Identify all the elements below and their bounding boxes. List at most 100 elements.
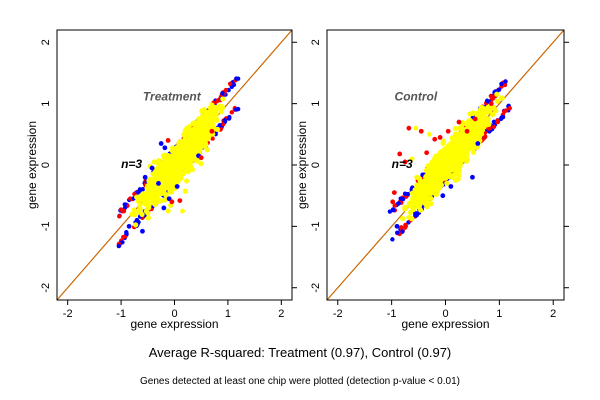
edge-point: [503, 79, 508, 84]
y-tick-label: -1: [40, 221, 52, 231]
scatter-panel-1: -2 -1 0 1 2 -2 -1 0 1 2 gene expression gene expres…: [25, 29, 297, 331]
cloud-point: [444, 180, 450, 186]
cloud-point: [163, 184, 169, 190]
cloud-point: [161, 154, 168, 161]
cloud-point: [481, 119, 487, 126]
cloud-point: [149, 188, 155, 194]
cloud-point: [463, 158, 470, 164]
outlier-point: [432, 136, 438, 142]
cloud-point: [441, 170, 447, 177]
cloud-point: [409, 216, 415, 222]
sample-size-label: n=3: [392, 157, 413, 171]
outlier-point: [413, 125, 419, 131]
cloud-point: [198, 161, 204, 167]
cloud-point: [145, 215, 151, 221]
edge-point: [235, 106, 241, 112]
cloud-point: [156, 189, 162, 195]
scatter-panel-2: -2 -1 0 1 2 -2 -1 0 1 2 gene expression gene expres…: [295, 29, 569, 331]
cloud-point: [146, 178, 152, 184]
edge-point: [217, 123, 222, 128]
cloud-point: [461, 151, 467, 157]
cloud-point: [142, 196, 148, 202]
cloud-point: [137, 206, 143, 213]
cloud-point: [407, 209, 414, 216]
outlier-point: [440, 141, 446, 146]
cloud-point: [212, 104, 218, 110]
cloud-point: [168, 183, 174, 190]
edge-point: [400, 229, 405, 234]
cloud-point: [413, 192, 419, 198]
outlier-point: [445, 128, 451, 134]
cloud-point: [422, 192, 428, 198]
edge-point: [135, 190, 140, 195]
edge-point: [486, 126, 491, 131]
cloud-point: [452, 125, 458, 132]
cloud-point: [437, 180, 443, 186]
outlier-point: [406, 125, 412, 131]
cloud-point: [471, 133, 477, 139]
cloud-point: [417, 177, 423, 183]
outlier-point: [142, 174, 148, 180]
cloud-point: [146, 203, 152, 209]
cloud-point: [165, 159, 171, 165]
edge-point: [387, 209, 393, 214]
cloud-point: [453, 137, 460, 144]
edge-point: [229, 110, 235, 115]
edge-point: [491, 124, 497, 130]
edge-point: [395, 230, 400, 235]
outlier-point: [161, 205, 167, 211]
cloud-point: [406, 202, 412, 208]
edge-point: [124, 231, 129, 236]
cloud-point: [202, 143, 208, 149]
y-axis-label: gene expression: [295, 121, 309, 209]
x-tick-label: -1: [387, 308, 397, 320]
cloud-point: [464, 146, 471, 153]
cloud-point: [457, 135, 463, 141]
plot-area: [327, 30, 564, 300]
cloud-point: [204, 147, 210, 153]
cloud-point: [162, 164, 168, 171]
cloud-point: [185, 167, 191, 173]
outlier-point: [156, 181, 161, 186]
outlier-point: [426, 131, 432, 137]
edge-point: [121, 234, 126, 240]
cloud-point: [152, 201, 158, 208]
x-tick-label: -1: [116, 308, 126, 320]
cloud-point: [203, 134, 210, 140]
edge-point: [122, 202, 127, 207]
y-tick-label: 1: [40, 101, 52, 107]
cloud-point: [171, 166, 178, 172]
outlier-point: [456, 119, 462, 125]
cloud-point: [467, 139, 473, 145]
edge-point: [500, 114, 506, 120]
cloud-point: [499, 95, 505, 101]
x-axis-label: gene expression: [401, 317, 489, 331]
cloud-point: [171, 178, 177, 184]
x-tick-label: 1: [225, 308, 231, 320]
y-axis-label: gene expression: [25, 121, 39, 209]
cloud-point: [437, 160, 443, 166]
outlier-point: [459, 124, 465, 130]
cloud-point: [445, 173, 451, 180]
cloud-point: [154, 166, 160, 172]
edge-point: [503, 108, 509, 113]
outlier-point: [158, 141, 164, 146]
cloud-point: [469, 143, 475, 150]
y-tick-label: -1: [310, 221, 322, 231]
edge-point: [137, 187, 143, 192]
cloud-point: [477, 114, 483, 120]
edge-point: [215, 98, 220, 103]
cloud-point: [468, 122, 475, 128]
cloud-point: [434, 169, 441, 175]
cloud-point: [422, 183, 429, 189]
outlier-point: [418, 128, 424, 134]
cloud-point: [146, 184, 152, 190]
cloud-point: [449, 165, 455, 171]
outlier-point: [475, 141, 481, 146]
outlier-point: [397, 151, 403, 157]
cloud-point: [161, 174, 167, 180]
edge-point: [399, 225, 404, 230]
cloud-point: [455, 155, 461, 161]
cloud-point: [165, 208, 171, 214]
